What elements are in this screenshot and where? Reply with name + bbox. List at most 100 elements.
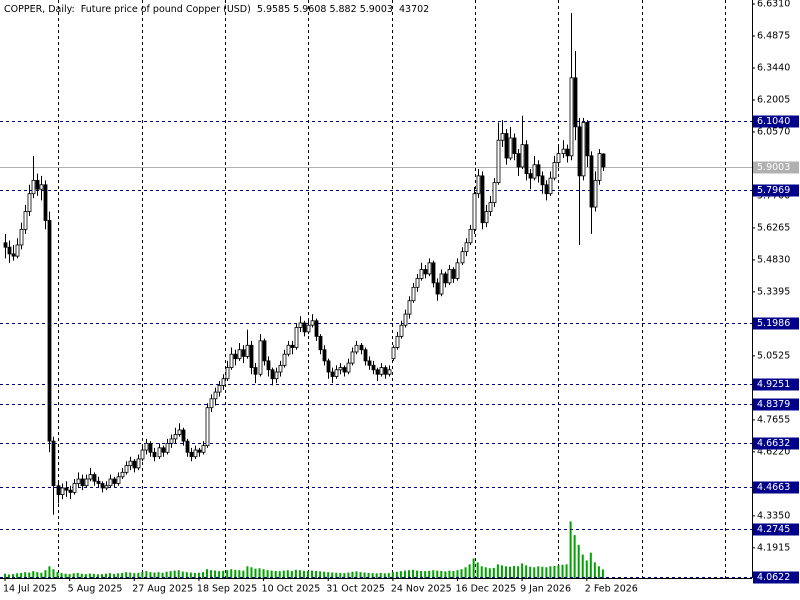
volume-bar	[96, 574, 99, 578]
volume-bar	[165, 571, 168, 578]
header-part: 5.9585	[257, 4, 290, 15]
candle-body	[565, 148, 570, 157]
candle-body	[492, 182, 497, 204]
candle-body	[161, 447, 166, 453]
candle-body	[423, 269, 428, 275]
volume-bar	[577, 544, 580, 578]
volume-bar	[218, 571, 221, 578]
volume-bar	[363, 572, 366, 578]
candle-body	[266, 360, 271, 371]
candle-body	[47, 220, 52, 442]
level-label: 4.4663	[757, 482, 790, 493]
candle-body	[197, 449, 202, 453]
level-label: 4.2745	[757, 524, 790, 535]
candle-body	[540, 175, 545, 186]
volume-bar	[403, 570, 406, 578]
price-label-box	[753, 161, 799, 174]
header: COPPER, Daily: Future price of pound Cop…	[4, 4, 429, 15]
y-tick-label: 6.0570	[757, 126, 790, 137]
candle-body	[387, 369, 392, 375]
candle-body	[185, 440, 190, 453]
x-tick-label: 5 Aug 2025	[68, 584, 123, 595]
volume-bar	[440, 570, 443, 578]
candle-body	[116, 476, 121, 484]
volume-bar	[36, 572, 39, 578]
volume-bar	[371, 573, 374, 578]
volume-bar	[525, 565, 528, 578]
volume-bar	[517, 566, 520, 578]
candle-body	[556, 153, 561, 163]
volume-bar	[32, 571, 35, 578]
level-label: 6.1040	[757, 116, 790, 127]
candle-body	[76, 478, 81, 484]
candle-body	[282, 353, 287, 366]
candle-body	[290, 344, 295, 348]
candle-body	[318, 335, 323, 351]
volume-bar	[52, 569, 55, 578]
y-tick-label: 6.2005	[757, 94, 790, 105]
candle-body	[165, 442, 170, 453]
volume-bar	[424, 571, 427, 578]
candle-body	[100, 483, 105, 489]
candle-body	[11, 253, 16, 257]
volume-bar	[311, 570, 314, 578]
candle-body	[476, 175, 481, 195]
candle-body	[346, 362, 351, 373]
candle-body	[411, 286, 416, 302]
candle-body	[31, 179, 36, 195]
header-part: COPPER, Daily: Future price of pound Cop…	[4, 4, 251, 15]
candle-body	[3, 242, 8, 248]
volume-bar	[327, 572, 330, 578]
candle-body	[496, 139, 501, 183]
volume-bar	[480, 566, 483, 578]
volume-bar	[193, 572, 196, 578]
candle-body	[213, 391, 218, 400]
volume-bar	[428, 570, 431, 578]
level-label-box	[753, 437, 799, 450]
candle-body	[484, 211, 489, 224]
volume-bar	[250, 567, 253, 578]
header-part: 5.9608	[293, 4, 326, 15]
candle-body	[403, 313, 408, 326]
candle-body	[528, 173, 533, 179]
candle-body	[407, 300, 412, 315]
volume-bar	[242, 570, 245, 578]
candle-body	[383, 367, 388, 375]
candle-body	[326, 360, 331, 373]
candle-body	[39, 184, 44, 190]
candle-body	[480, 175, 485, 224]
x-tick-label: 31 Oct 2025	[326, 584, 385, 595]
volume-bar	[432, 570, 435, 578]
header-part: 43702	[399, 4, 429, 15]
candle-body	[245, 344, 250, 357]
volume-bar	[4, 573, 6, 578]
volume-bar	[408, 570, 410, 578]
volume-bar	[141, 571, 144, 578]
volume-bar	[121, 572, 124, 578]
x-tick-label: 2 Feb 2026	[585, 584, 638, 595]
candle-body	[225, 367, 230, 380]
volume-bar	[537, 566, 540, 578]
candle-body	[350, 351, 355, 364]
volume-bar	[375, 573, 378, 578]
volume-bar	[585, 560, 588, 578]
candle-body	[593, 179, 598, 208]
candle-body	[306, 324, 311, 333]
volume-bar	[185, 572, 188, 578]
candle-body	[314, 320, 319, 337]
volume-bar	[113, 573, 116, 578]
volume-bar	[145, 571, 148, 578]
volume-bar	[64, 573, 67, 578]
volume-bar	[456, 570, 459, 578]
candle-body	[209, 398, 214, 409]
volume-bar	[593, 562, 596, 578]
volume-bar	[24, 572, 27, 578]
candle-body	[455, 262, 460, 279]
volume-bar	[201, 572, 204, 578]
candle-body	[124, 465, 129, 473]
candle-body	[524, 144, 529, 175]
volume-bar	[177, 570, 180, 578]
header-part: 5.9003	[360, 4, 393, 15]
candle-body	[338, 367, 343, 371]
candle-body	[472, 193, 477, 230]
